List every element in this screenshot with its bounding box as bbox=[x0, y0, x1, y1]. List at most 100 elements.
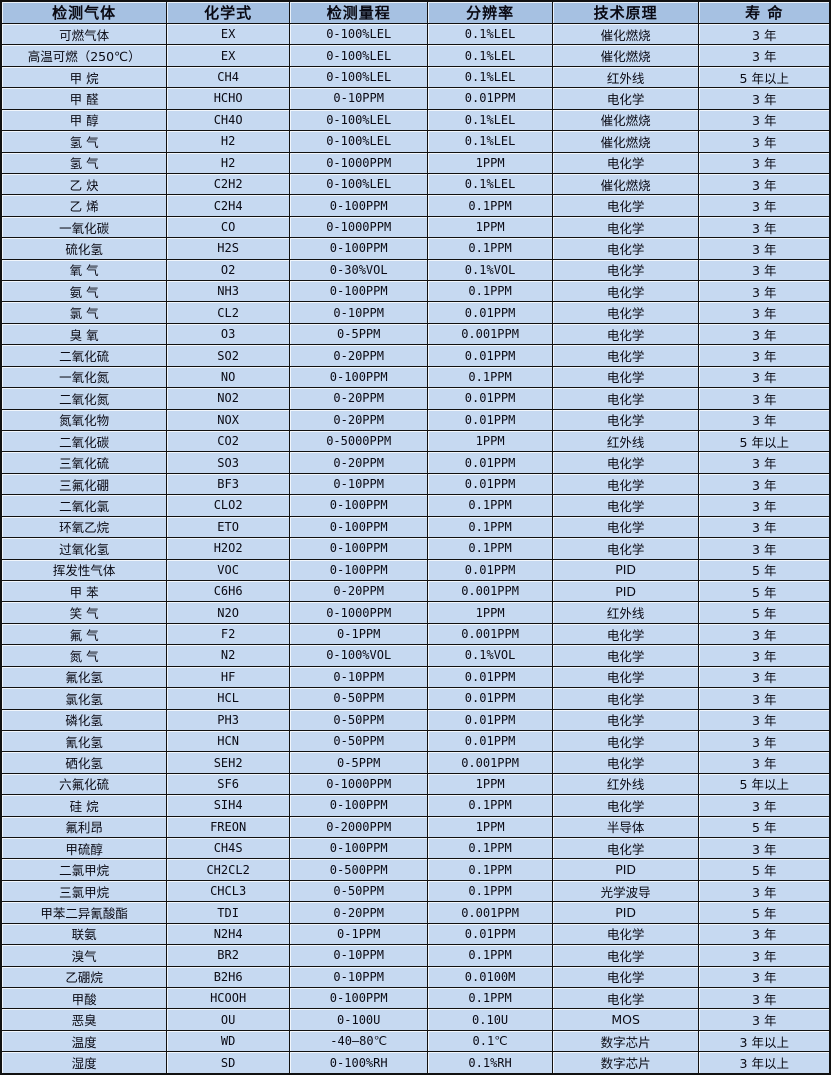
table-row: 联氨 N2H4 0-1PPM 0.01PPM 电化学 3 年 bbox=[0, 922, 831, 946]
table-cell: HCN bbox=[166, 729, 290, 753]
table-cell: N2O bbox=[166, 601, 290, 624]
table-row: 氯化氢 HCL 0-50PPM 0.01PPM 电化学 3 年 bbox=[0, 687, 831, 710]
table-cell: 三氧化硫 bbox=[0, 451, 168, 474]
table-cell: 电化学 bbox=[551, 687, 700, 710]
table-cell: 3 年 bbox=[698, 215, 831, 239]
table-cell: 电化学 bbox=[551, 237, 700, 260]
table-cell: 电化学 bbox=[551, 944, 700, 967]
table-cell: 3 年 bbox=[698, 344, 831, 367]
table-cell: SO3 bbox=[166, 451, 290, 474]
table-cell: 氯化氢 bbox=[0, 687, 168, 710]
table-cell: C6H6 bbox=[166, 579, 290, 603]
table-cell: 三氯甲烷 bbox=[0, 879, 168, 903]
table-cell: H2 bbox=[166, 151, 290, 174]
table-cell: 0-5PPM bbox=[288, 751, 429, 774]
table-cell: PID bbox=[551, 858, 700, 881]
table-cell: NH3 bbox=[166, 280, 290, 303]
table-cell: 0-10PPM bbox=[288, 472, 429, 496]
table-cell: 电化学 bbox=[551, 408, 700, 432]
table-cell: 一氧化碳 bbox=[0, 215, 168, 239]
table-cell: 0-30%VOL bbox=[288, 258, 429, 282]
table-cell: 甲硫醇 bbox=[0, 837, 168, 860]
table-cell: 3 年 bbox=[698, 708, 831, 731]
table-cell: OU bbox=[166, 1008, 290, 1031]
table-row: 氨 气 NH3 0-100PPM 0.1PPM 电化学 3 年 bbox=[0, 280, 831, 303]
table-cell: 0.1PPM bbox=[427, 858, 553, 881]
table-row: 二氧化氮 NO2 0-20PPM 0.01PPM 电化学 3 年 bbox=[0, 387, 831, 410]
table-cell: 0-100PPM bbox=[288, 986, 429, 1010]
table-cell: 二氯甲烷 bbox=[0, 858, 168, 881]
table-cell: 3 年 bbox=[698, 172, 831, 196]
table-row: 二氯甲烷 CH2CL2 0-500PPM 0.1PPM PID 5 年 bbox=[0, 858, 831, 881]
table-cell: 电化学 bbox=[551, 708, 700, 731]
table-cell: 0-100U bbox=[288, 1008, 429, 1031]
table-cell: 电化学 bbox=[551, 986, 700, 1010]
table-cell: 数字芯片 bbox=[551, 1029, 700, 1053]
table-cell: 氧 气 bbox=[0, 258, 168, 282]
table-cell: 5 年 bbox=[698, 901, 831, 924]
table-cell: SF6 bbox=[166, 772, 290, 796]
header-cell-1: 化学式 bbox=[166, 0, 290, 24]
header-cell-3: 分辨率 bbox=[427, 0, 553, 24]
table-cell: 0.1PPM bbox=[427, 537, 553, 560]
table-cell: 3 年 bbox=[698, 258, 831, 282]
table-cell: 硫化氢 bbox=[0, 237, 168, 260]
table-cell: 氢 气 bbox=[0, 130, 168, 153]
table-cell: 氨 气 bbox=[0, 280, 168, 303]
table-cell: 1PPM bbox=[427, 430, 553, 453]
table-cell: 0.001PPM bbox=[427, 322, 553, 346]
table-cell: PID bbox=[551, 901, 700, 924]
table-cell: 温度 bbox=[0, 1029, 168, 1053]
table-cell: CHCL3 bbox=[166, 879, 290, 903]
table-row: 高温可燃（250℃） EX 0-100%LEL 0.1%LEL 催化燃烧 3 年 bbox=[0, 44, 831, 67]
table-row: 三氧化硫 SO3 0-20PPM 0.01PPM 电化学 3 年 bbox=[0, 451, 831, 474]
table-cell: 0-100%LEL bbox=[288, 44, 429, 67]
table-row: 氢 气 H2 0-1000PPM 1PPM 电化学 3 年 bbox=[0, 151, 831, 174]
table-cell: 电化学 bbox=[551, 537, 700, 560]
table-row: 硫化氢 H2S 0-100PPM 0.1PPM 电化学 3 年 bbox=[0, 237, 831, 260]
table-cell: 0.01PPM bbox=[427, 708, 553, 731]
table-cell: 二氧化硫 bbox=[0, 344, 168, 367]
table-cell: 0-100PPM bbox=[288, 794, 429, 817]
table-cell: 3 年 bbox=[698, 986, 831, 1010]
table-cell: 0-100%LEL bbox=[288, 130, 429, 153]
table-cell: 3 年 bbox=[698, 451, 831, 474]
table-cell: 甲 烷 bbox=[0, 65, 168, 89]
table-cell: 3 年 bbox=[698, 87, 831, 110]
table-cell: 电化学 bbox=[551, 644, 700, 667]
table-cell: 0.1PPM bbox=[427, 494, 553, 517]
table-cell: 0-20PPM bbox=[288, 451, 429, 474]
table-cell: 电化学 bbox=[551, 87, 700, 110]
table-row: 氰化氢 HCN 0-50PPM 0.01PPM 电化学 3 年 bbox=[0, 729, 831, 753]
table-cell: 乙硼烷 bbox=[0, 965, 168, 988]
table-cell: NO2 bbox=[166, 387, 290, 410]
table-cell: CO2 bbox=[166, 430, 290, 453]
table-row: 硒化氢 SEH2 0-5PPM 0.001PPM 电化学 3 年 bbox=[0, 751, 831, 774]
table-cell: 0-100PPM bbox=[288, 194, 429, 217]
table-cell: 0.1%LEL bbox=[427, 65, 553, 89]
table-cell: 0.01PPM bbox=[427, 558, 553, 581]
table-cell: 3 年 bbox=[698, 687, 831, 710]
table-cell: HF bbox=[166, 665, 290, 689]
table-row: 溴气 BR2 0-10PPM 0.1PPM 电化学 3 年 bbox=[0, 944, 831, 967]
table-cell: 0-100PPM bbox=[288, 837, 429, 860]
table-cell: 3 年 bbox=[698, 494, 831, 517]
table-cell: 0.001PPM bbox=[427, 622, 553, 646]
table-cell: CLO2 bbox=[166, 494, 290, 517]
table-row: 二氧化碳 CO2 0-5000PPM 1PPM 红外线 5 年以上 bbox=[0, 430, 831, 453]
table-cell: 电化学 bbox=[551, 494, 700, 517]
table-cell: 0-1000PPM bbox=[288, 601, 429, 624]
table-cell: CH4S bbox=[166, 837, 290, 860]
table-cell: 硒化氢 bbox=[0, 751, 168, 774]
table-cell: 二氧化氯 bbox=[0, 494, 168, 517]
table-cell: VOC bbox=[166, 558, 290, 581]
table-cell: 0.01PPM bbox=[427, 87, 553, 110]
table-cell: 0-50PPM bbox=[288, 687, 429, 710]
table-cell: SO2 bbox=[166, 344, 290, 367]
table-cell: 高温可燃（250℃） bbox=[0, 44, 168, 67]
table-cell: 过氧化氢 bbox=[0, 537, 168, 560]
table-cell: 电化学 bbox=[551, 922, 700, 946]
table-cell: 0.1PPM bbox=[427, 837, 553, 860]
table-row: 过氧化氢 H2O2 0-100PPM 0.1PPM 电化学 3 年 bbox=[0, 537, 831, 560]
